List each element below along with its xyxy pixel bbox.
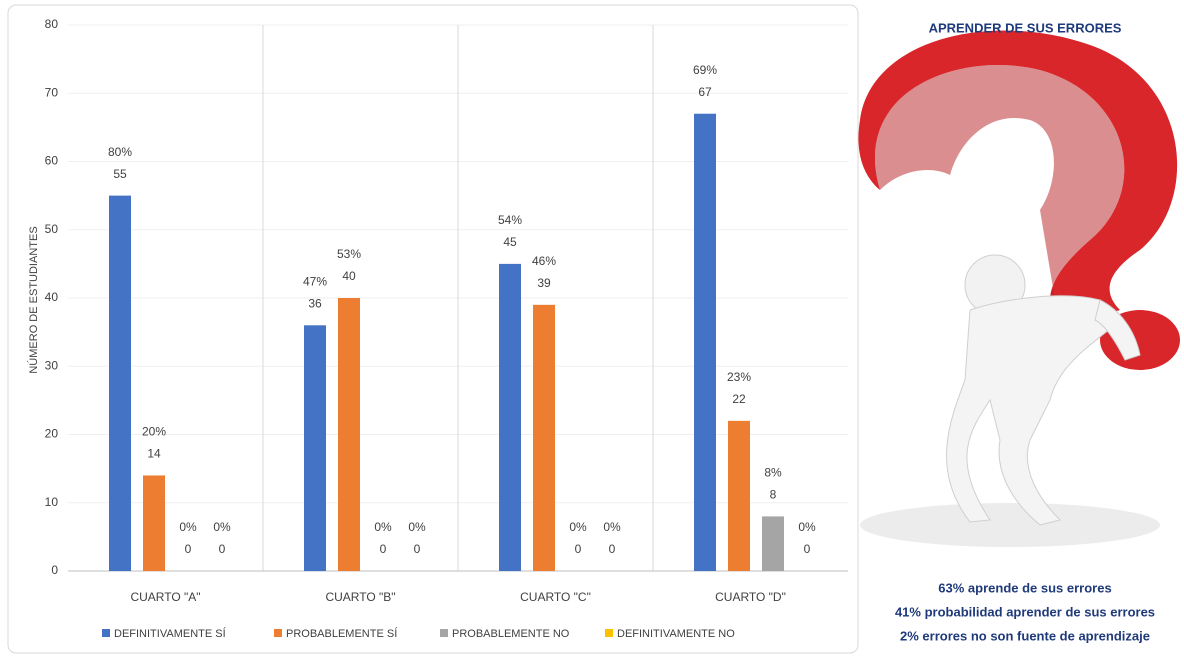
- side-line: 63% aprende de sus errores: [938, 580, 1111, 595]
- percent-label: 0%: [374, 520, 392, 534]
- percent-label: 0%: [798, 520, 816, 534]
- legend-label: PROBABLEMENTE NO: [452, 628, 570, 640]
- y-tick-label: 80: [45, 17, 59, 31]
- data-label: 55: [113, 167, 127, 181]
- data-label: 0: [380, 542, 387, 556]
- data-label: 22: [732, 392, 746, 406]
- bar: [694, 113, 716, 571]
- percent-label: 54%: [498, 213, 522, 227]
- x-tick-label: CUARTO "B": [325, 590, 395, 604]
- bar: [762, 516, 784, 571]
- side-line: 2% errores no son fuente de aprendizaje: [900, 628, 1150, 643]
- data-label: 67: [698, 85, 712, 99]
- bar: [304, 325, 326, 571]
- percent-label: 0%: [603, 520, 621, 534]
- side-title: APRENDER DE SUS ERRORES: [929, 20, 1122, 35]
- illustration: [858, 30, 1180, 547]
- bar: [143, 475, 165, 571]
- y-tick-label: 60: [45, 154, 59, 168]
- x-tick-label: CUARTO "D": [715, 590, 786, 604]
- data-label: 36: [308, 296, 322, 310]
- legend-swatch: [102, 629, 110, 637]
- legend-swatch: [274, 629, 282, 637]
- data-label: 0: [185, 542, 192, 556]
- y-tick-label: 70: [45, 85, 59, 99]
- legend-swatch: [440, 629, 448, 637]
- percent-label: 23%: [727, 370, 751, 384]
- bar: [338, 298, 360, 571]
- data-label: 8: [770, 488, 777, 502]
- x-tick-label: CUARTO "C": [520, 590, 591, 604]
- y-tick-label: 10: [45, 495, 59, 509]
- data-label: 14: [147, 447, 161, 461]
- data-label: 45: [503, 235, 517, 249]
- percent-label: 20%: [142, 425, 166, 439]
- legend-label: DEFINITIVAMENTE NO: [617, 628, 735, 640]
- y-tick-label: 20: [45, 427, 59, 441]
- bar: [728, 420, 750, 571]
- y-tick-label: 40: [45, 290, 59, 304]
- percent-label: 53%: [337, 247, 361, 261]
- y-axis-label: NÚMERO DE ESTUDIANTES: [27, 226, 40, 373]
- percent-label: 0%: [179, 520, 197, 534]
- bar: [499, 263, 521, 571]
- data-label: 40: [342, 269, 356, 283]
- percent-label: 0%: [408, 520, 426, 534]
- data-label: 0: [804, 542, 811, 556]
- data-label: 0: [609, 542, 616, 556]
- chart-frame: [7, 4, 859, 654]
- legend-swatch: [605, 629, 613, 637]
- y-tick-label: 0: [51, 563, 58, 577]
- side-line: 41% probabilidad aprender de sus errores: [895, 604, 1155, 619]
- percent-label: 0%: [569, 520, 587, 534]
- data-label: 0: [219, 542, 226, 556]
- x-tick-label: CUARTO "A": [130, 590, 200, 604]
- percent-label: 8%: [764, 466, 782, 480]
- legend-label: PROBABLEMENTE SÍ: [286, 627, 398, 640]
- percent-label: 46%: [532, 254, 556, 268]
- percent-label: 47%: [303, 274, 327, 288]
- percent-label: 80%: [108, 145, 132, 159]
- percent-label: 69%: [693, 63, 717, 77]
- data-label: 0: [575, 542, 582, 556]
- y-tick-label: 50: [45, 222, 59, 236]
- data-label: 0: [414, 542, 421, 556]
- percent-label: 0%: [213, 520, 231, 534]
- bar: [109, 195, 131, 571]
- legend-label: DEFINITIVAMENTE SÍ: [114, 627, 227, 640]
- y-tick-label: 30: [45, 358, 59, 372]
- bar: [533, 304, 555, 571]
- data-label: 39: [537, 276, 551, 290]
